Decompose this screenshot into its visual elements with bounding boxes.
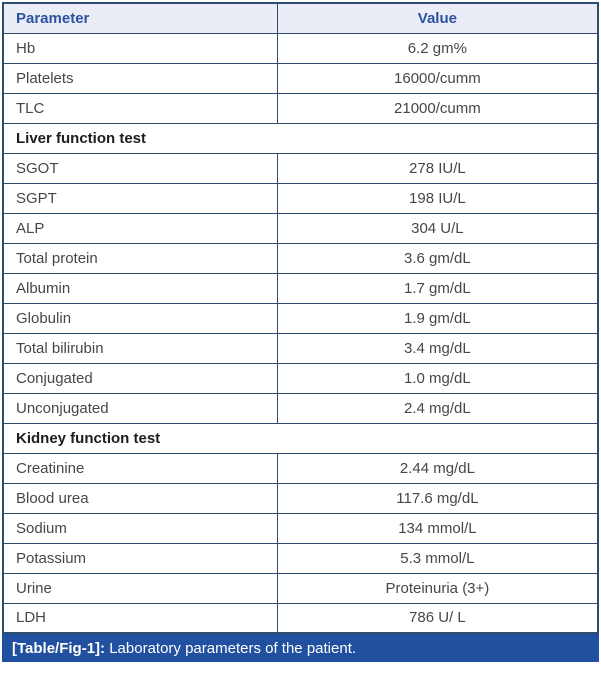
table-row: Creatinine 2.44 mg/dL xyxy=(2,452,599,484)
section-label: Liver function test xyxy=(2,122,599,154)
table-row: Blood urea 117.6 mg/dL xyxy=(2,482,599,514)
parameter-cell: Conjugated xyxy=(2,362,278,394)
value-cell: 304 U/L xyxy=(276,212,599,244)
table-row: Unconjugated 2.4 mg/dL xyxy=(2,392,599,424)
parameter-cell: TLC xyxy=(2,92,278,124)
parameter-cell: Sodium xyxy=(2,512,278,544)
table-row: Albumin 1.7 gm/dL xyxy=(2,272,599,304)
value-cell: Proteinuria (3+) xyxy=(276,572,599,604)
value-cell: 16000/cumm xyxy=(276,62,599,94)
table-row: SGOT 278 IU/L xyxy=(2,152,599,184)
parameter-cell: Potassium xyxy=(2,542,278,574)
value-cell: 3.6 gm/dL xyxy=(276,242,599,274)
table-row: Sodium 134 mmol/L xyxy=(2,512,599,544)
value-cell: 2.4 mg/dL xyxy=(276,392,599,424)
parameter-cell: Blood urea xyxy=(2,482,278,514)
parameter-cell: Hb xyxy=(2,32,278,64)
parameter-cell: SGOT xyxy=(2,152,278,184)
parameter-cell: SGPT xyxy=(2,182,278,214)
parameter-cell: Creatinine xyxy=(2,452,278,484)
section-row: Kidney function test xyxy=(2,422,599,454)
caption-label: [Table/Fig-1]: xyxy=(12,639,106,657)
parameter-cell: Total protein xyxy=(2,242,278,274)
table-row: Urine Proteinuria (3+) xyxy=(2,572,599,604)
value-cell: 117.6 mg/dL xyxy=(276,482,599,514)
parameter-cell: Globulin xyxy=(2,302,278,334)
parameter-cell: Platelets xyxy=(2,62,278,94)
table-figure: Parameter Value Hb 6.2 gm% Platelets 16000/… xyxy=(2,2,599,662)
table-row: SGPT 198 IU/L xyxy=(2,182,599,214)
column-header-parameter: Parameter xyxy=(2,2,278,34)
parameter-cell: Albumin xyxy=(2,272,278,304)
parameter-cell: ALP xyxy=(2,212,278,244)
parameter-cell: Unconjugated xyxy=(2,392,278,424)
table-row: ALP 304 U/L xyxy=(2,212,599,244)
lab-parameters-table: Parameter Value Hb 6.2 gm% Platelets 16000/… xyxy=(2,2,599,634)
parameter-cell: Urine xyxy=(2,572,278,604)
parameter-cell: LDH xyxy=(2,602,278,634)
header-row: Parameter Value xyxy=(2,2,599,34)
caption-text: Laboratory parameters of the patient. xyxy=(105,639,357,657)
value-cell: 1.9 gm/dL xyxy=(276,302,599,334)
value-cell: 3.4 mg/dL xyxy=(276,332,599,364)
table-row: Conjugated 1.0 mg/dL xyxy=(2,362,599,394)
table-row: Platelets 16000/cumm xyxy=(2,62,599,94)
value-cell: 134 mmol/L xyxy=(276,512,599,544)
value-cell: 21000/cumm xyxy=(276,92,599,124)
value-cell: 786 U/ L xyxy=(276,602,599,634)
column-header-value: Value xyxy=(276,2,599,34)
value-cell: 1.7 gm/dL xyxy=(276,272,599,304)
table-row: Total protein 3.6 gm/dL xyxy=(2,242,599,274)
parameter-cell: Total bilirubin xyxy=(2,332,278,364)
table-row: Total bilirubin 3.4 mg/dL xyxy=(2,332,599,364)
table-row: LDH 786 U/ L xyxy=(2,602,599,634)
table-caption: [Table/Fig-1]: Laboratory parameters of … xyxy=(2,634,599,662)
value-cell: 5.3 mmol/L xyxy=(276,542,599,574)
table-row: TLC 21000/cumm xyxy=(2,92,599,124)
section-label: Kidney function test xyxy=(2,422,599,454)
value-cell: 2.44 mg/dL xyxy=(276,452,599,484)
value-cell: 278 IU/L xyxy=(276,152,599,184)
value-cell: 1.0 mg/dL xyxy=(276,362,599,394)
section-row: Liver function test xyxy=(2,122,599,154)
table-row: Globulin 1.9 gm/dL xyxy=(2,302,599,334)
value-cell: 198 IU/L xyxy=(276,182,599,214)
table-row: Potassium 5.3 mmol/L xyxy=(2,542,599,574)
value-cell: 6.2 gm% xyxy=(276,32,599,64)
table-row: Hb 6.2 gm% xyxy=(2,32,599,64)
